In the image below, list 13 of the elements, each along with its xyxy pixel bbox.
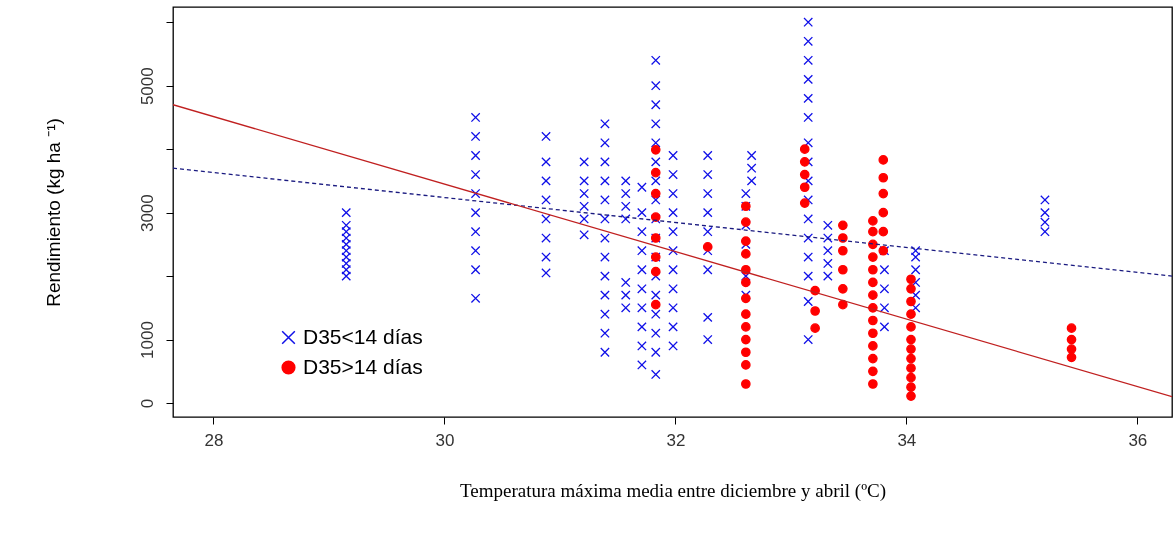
x-tick-label: 30 <box>435 430 455 450</box>
legend-label: D35>14 días <box>303 354 423 378</box>
x-tick-label: 32 <box>666 430 686 450</box>
y-tick-label: 3000 <box>137 194 157 233</box>
x-tick-label: 28 <box>204 430 224 450</box>
y-axis-title: Rendimiento (kg ha ⁻¹) <box>42 118 64 307</box>
x-tick-label: 36 <box>1128 430 1148 450</box>
y-tick-label: 0 <box>137 398 157 409</box>
y-tick-label: 1000 <box>137 321 157 359</box>
x-axis-title: Temperatura máxima media entre diciembre y abril (ºC) <box>459 479 887 502</box>
x-tick-label: 34 <box>897 430 917 450</box>
legend-label: D35<14 días <box>303 324 423 348</box>
y-tick-label: 5000 <box>137 67 157 106</box>
